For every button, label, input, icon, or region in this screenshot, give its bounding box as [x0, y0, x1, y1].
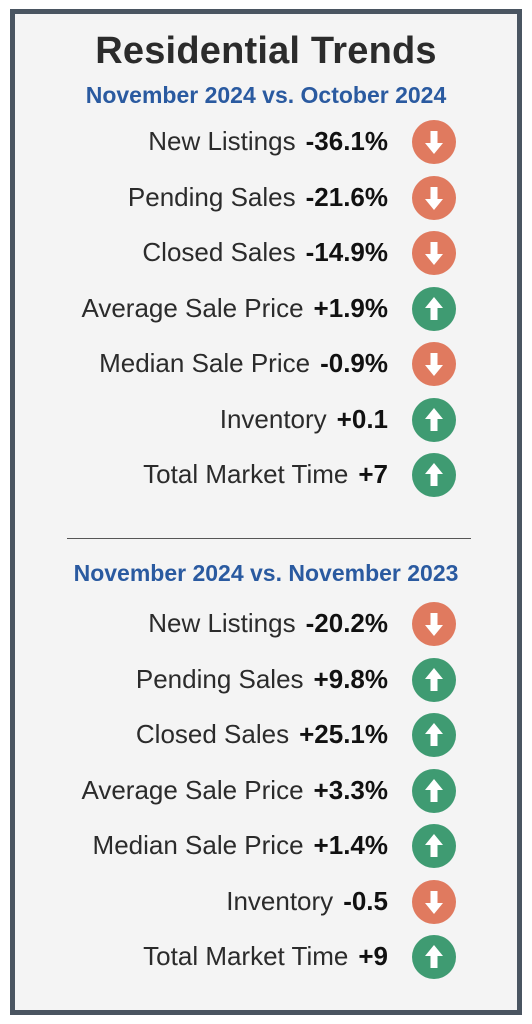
trend-label: Total Market Time — [143, 459, 349, 489]
arrow-up-icon — [412, 935, 456, 979]
section-2-subtitle: November 2024 vs. November 2023 — [73, 560, 459, 586]
trend-label: Total Market Time — [143, 941, 349, 971]
trend-row: New Listings -20.2% — [15, 602, 517, 646]
arrow-down-icon — [412, 120, 456, 164]
trend-value: +9.8% — [313, 663, 388, 694]
trend-value: +25.1% — [299, 719, 388, 749]
arrow-up-icon — [412, 397, 456, 442]
trend-label: Median Sale Price — [99, 348, 311, 378]
trend-value: -0.9% — [320, 348, 388, 378]
trend-row: Median Sale Price +1.4% — [15, 824, 517, 868]
trend-row: Closed Sales -14.9% — [15, 231, 517, 275]
trend-label: Inventory — [219, 403, 327, 434]
arrow-up-icon — [412, 824, 456, 868]
arrow-up-icon — [412, 286, 456, 331]
arrow-down-icon — [412, 602, 456, 646]
trend-label: New Listings — [148, 126, 296, 156]
trend-label: Inventory — [226, 885, 334, 916]
trend-row: Total Market Time +7 — [15, 453, 517, 497]
arrow-up-icon — [412, 768, 456, 813]
arrow-up-icon — [412, 453, 456, 497]
trend-label: Pending Sales — [135, 663, 304, 694]
trend-value: +0.1 — [336, 403, 388, 434]
section-divider — [67, 538, 471, 539]
trend-value: +3.3% — [313, 774, 388, 805]
trend-value: -20.2% — [305, 608, 388, 638]
trend-value: +7 — [358, 459, 388, 489]
trend-row: Average Sale Price +1.9% — [15, 286, 517, 331]
trend-label: Closed Sales — [135, 719, 290, 749]
trend-value: +9 — [358, 941, 388, 971]
residential-trends-card: Residential Trends November 2024 vs. Oct… — [10, 9, 522, 1015]
trend-value: -0.5 — [343, 885, 388, 916]
trend-value: +1.4% — [313, 830, 388, 860]
trend-row: Inventory +0.1 — [15, 397, 517, 442]
page-title: Residential Trends — [95, 30, 437, 72]
trend-row: Median Sale Price -0.9% — [15, 342, 517, 386]
trend-row: Pending Sales -21.6% — [15, 175, 517, 220]
arrow-down-icon — [412, 175, 456, 220]
trend-value: -36.1% — [305, 126, 388, 156]
trend-label: Pending Sales — [127, 181, 296, 212]
trend-row: Closed Sales +25.1% — [15, 713, 517, 757]
trend-label: Closed Sales — [142, 237, 296, 267]
arrow-up-icon — [412, 657, 456, 702]
arrow-down-icon — [412, 342, 456, 386]
trend-row: Inventory -0.5 — [15, 879, 517, 924]
trend-value: -21.6% — [305, 181, 388, 212]
arrow-down-icon — [412, 231, 456, 275]
trend-label: Average Sale Price — [81, 774, 304, 805]
trend-label: New Listings — [148, 608, 296, 638]
trend-value: -14.9% — [305, 237, 388, 267]
trend-label: Average Sale Price — [81, 292, 304, 323]
trend-row: Pending Sales +9.8% — [15, 657, 517, 702]
trend-row: New Listings -36.1% — [15, 120, 517, 164]
trend-row: Total Market Time +9 — [15, 935, 517, 979]
arrow-up-icon — [412, 713, 456, 757]
trend-label: Median Sale Price — [92, 830, 304, 860]
arrow-down-icon — [412, 879, 456, 924]
trend-value: +1.9% — [313, 292, 388, 323]
trend-row: Average Sale Price +3.3% — [15, 768, 517, 813]
section-1-subtitle: November 2024 vs. October 2024 — [85, 82, 447, 108]
